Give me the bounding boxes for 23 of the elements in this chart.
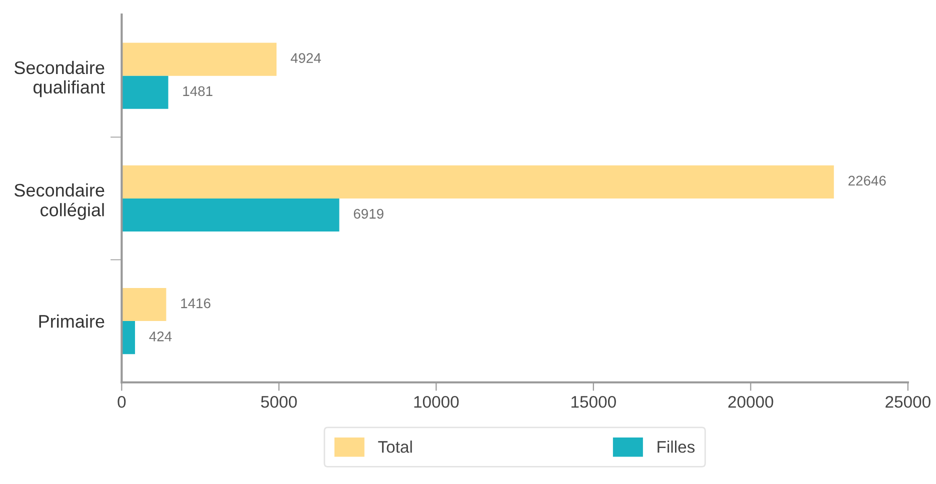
bar xyxy=(122,76,168,109)
data-label: 22646 xyxy=(848,176,886,186)
legend-label: Total xyxy=(378,440,412,453)
y-tick-label: Secondaire qualifiant xyxy=(14,60,105,98)
bar xyxy=(122,321,136,354)
y-tick-label: Secondaire collégial xyxy=(14,183,104,220)
bar xyxy=(122,165,834,198)
data-label: 6919 xyxy=(354,208,384,219)
legend-label: Filles xyxy=(658,440,695,453)
data-label: 4924 xyxy=(290,53,321,63)
data-label: 424 xyxy=(149,332,172,342)
x-tick-label: 0 xyxy=(118,396,126,408)
y-tick-label: Primaire xyxy=(39,314,104,328)
data-label: 1416 xyxy=(181,298,210,308)
data-label: 1481 xyxy=(183,86,212,96)
x-tick-label: 25000 xyxy=(886,396,930,408)
bar xyxy=(122,198,340,232)
x-tick-label: 10000 xyxy=(414,396,459,408)
bar xyxy=(122,42,277,76)
bar xyxy=(122,288,166,322)
x-tick-label: 20000 xyxy=(728,396,774,408)
x-tick-label: 5000 xyxy=(261,396,297,408)
x-tick-label: 15000 xyxy=(572,396,616,408)
